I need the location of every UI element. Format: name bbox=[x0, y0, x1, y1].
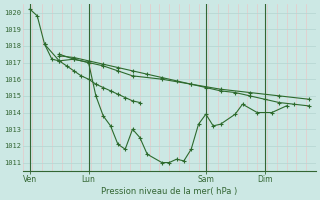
X-axis label: Pression niveau de la mer( hPa ): Pression niveau de la mer( hPa ) bbox=[101, 187, 237, 196]
